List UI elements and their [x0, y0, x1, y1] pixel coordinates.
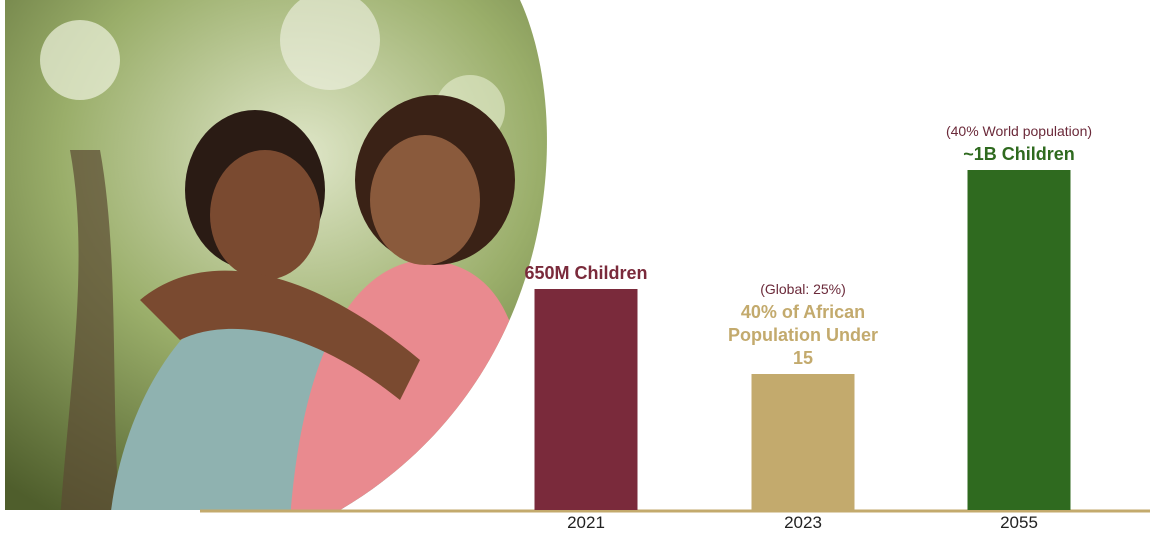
- bar: [534, 289, 638, 510]
- bar: [967, 170, 1071, 510]
- bar-label-group: (Global: 25%) 40% of African Population U…: [703, 279, 903, 370]
- x-tick-label: 2055: [1000, 513, 1038, 532]
- value-label: 40% of African Population Under 15: [728, 302, 878, 368]
- bar-note: (Global: 25%): [760, 281, 846, 297]
- bar-note: (40% World population): [945, 123, 1093, 139]
- value-label: ~1B Children: [963, 144, 1075, 164]
- photo: [5, 0, 547, 510]
- x-tick-label: 2023: [784, 513, 822, 532]
- bar-label-group: (40% World population) ~1B Children: [919, 121, 1119, 166]
- bar-label-group: 650M Children: [486, 262, 686, 285]
- bar: [751, 374, 855, 510]
- x-tick-label: 2021: [567, 513, 605, 532]
- value-label: 650M Children: [524, 263, 648, 283]
